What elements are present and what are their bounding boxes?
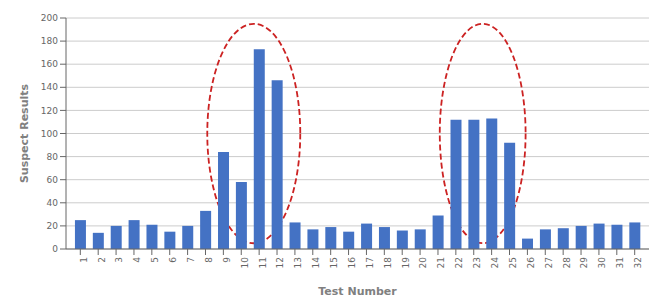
svg-text:20: 20 (47, 221, 59, 231)
svg-text:21: 21 (436, 257, 446, 268)
svg-text:24: 24 (490, 257, 500, 269)
svg-text:9: 9 (222, 257, 232, 263)
svg-text:10: 10 (240, 257, 250, 269)
svg-text:14: 14 (311, 257, 321, 269)
svg-text:25: 25 (508, 257, 518, 268)
svg-text:100: 100 (41, 129, 58, 139)
svg-text:17: 17 (365, 257, 375, 268)
svg-text:26: 26 (526, 257, 536, 269)
svg-text:12: 12 (275, 257, 285, 268)
svg-text:29: 29 (579, 257, 589, 269)
svg-text:0: 0 (52, 244, 58, 254)
svg-text:40: 40 (47, 198, 59, 208)
svg-text:2: 2 (97, 257, 107, 263)
svg-text:19: 19 (401, 257, 411, 269)
svg-text:23: 23 (472, 257, 482, 268)
svg-text:60: 60 (47, 175, 59, 185)
svg-text:5: 5 (150, 257, 160, 263)
svg-text:180: 180 (41, 36, 58, 46)
svg-text:13: 13 (293, 257, 303, 268)
svg-text:1: 1 (79, 257, 89, 263)
svg-text:80: 80 (47, 152, 59, 162)
svg-text:6: 6 (168, 257, 178, 263)
svg-text:22: 22 (454, 257, 464, 268)
svg-text:Suspect Results: Suspect Results (18, 83, 31, 183)
svg-text:16: 16 (347, 257, 357, 269)
svg-text:28: 28 (562, 257, 572, 269)
svg-text:140: 140 (41, 82, 58, 92)
svg-text:15: 15 (329, 257, 339, 268)
svg-text:120: 120 (41, 106, 58, 116)
svg-text:32: 32 (633, 257, 643, 268)
svg-text:30: 30 (597, 257, 607, 269)
svg-text:200: 200 (41, 13, 58, 23)
svg-text:18: 18 (383, 257, 393, 269)
svg-text:160: 160 (41, 59, 58, 69)
svg-text:8: 8 (204, 257, 214, 263)
svg-text:7: 7 (186, 257, 196, 263)
svg-text:11: 11 (258, 257, 268, 268)
svg-text:31: 31 (615, 257, 625, 268)
svg-text:Test Number: Test Number (318, 285, 397, 298)
svg-text:3: 3 (114, 257, 124, 263)
svg-text:4: 4 (132, 257, 142, 263)
svg-text:27: 27 (544, 257, 554, 268)
svg-text:20: 20 (418, 257, 428, 269)
